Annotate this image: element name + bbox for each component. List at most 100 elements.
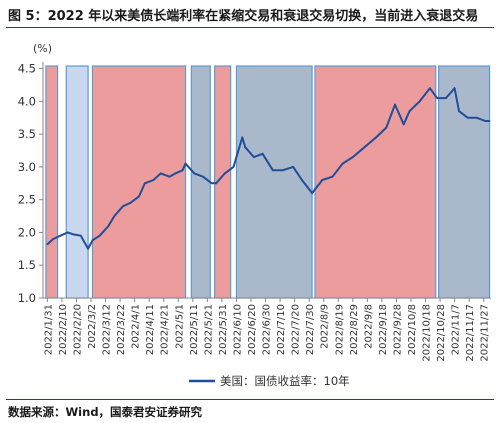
- x-tick-label: 2022/9/8: [363, 304, 374, 349]
- yield-data-point: [436, 97, 439, 99]
- x-tick-label: 2022/3/2: [87, 304, 98, 349]
- data-source: 数据来源：Wind，国泰君安证券研究: [8, 405, 203, 419]
- yield-data-point: [253, 156, 255, 158]
- yield-data-point: [418, 100, 421, 103]
- chart-legend: 美国：国债收益率：10年: [189, 374, 350, 388]
- yield-data-point: [301, 179, 303, 181]
- yield-data-point: [223, 172, 226, 175]
- yield-data-point: [232, 165, 235, 168]
- recession-regime-band: [438, 65, 491, 299]
- figure-title: 图 5：2022 年以来美债长端利率在紧缩交易和衰退交易切换，当前进入衰退交易: [8, 9, 479, 24]
- yield-data-point: [484, 120, 487, 122]
- yield-data-point: [363, 146, 366, 149]
- yield-data-point: [181, 169, 184, 172]
- y-tick-label: 4.0: [18, 94, 36, 108]
- yield-data-point: [202, 175, 204, 178]
- yield-data-point: [184, 162, 187, 165]
- source-rule: [6, 399, 494, 400]
- x-tick-label: 2022/9/28: [392, 304, 403, 355]
- x-tick-label: 2022/5/1: [174, 304, 185, 349]
- yield-data-point: [98, 234, 101, 237]
- x-tick-label: 2022/11/27: [480, 304, 491, 362]
- x-tick-label: 2022/8/29: [349, 304, 360, 355]
- yield-data-point: [244, 146, 247, 149]
- x-tick-label: 2022/6/10: [232, 304, 243, 355]
- yield-data-point: [193, 172, 196, 175]
- recession-regime-band: [190, 65, 211, 299]
- x-tick-label: 2022/7/20: [291, 304, 302, 355]
- yield-data-point: [466, 116, 469, 119]
- y-tick-label: 2.5: [18, 193, 36, 207]
- yield-data-point: [215, 182, 217, 185]
- x-tick-label: 2022/7/30: [305, 304, 316, 355]
- yield-data-point: [453, 87, 456, 90]
- yield-data-point: [210, 182, 213, 185]
- x-tick-label: 2022/10/18: [422, 304, 433, 362]
- yield-data-point: [458, 110, 460, 113]
- x-tick-label: 2022/1/31: [43, 304, 54, 355]
- recession-regime-band: [235, 65, 313, 299]
- yield-data-point: [91, 239, 94, 242]
- yield-data-point: [52, 238, 55, 240]
- yield-data-point: [282, 169, 284, 172]
- x-tick-label: 2022/8/9: [320, 304, 331, 349]
- tightening-regime-band: [91, 65, 187, 299]
- yield-data-point: [168, 175, 171, 178]
- yield-data-point: [311, 192, 313, 195]
- yield-data-point: [87, 247, 89, 250]
- x-tick-label: 2022/7/10: [276, 304, 287, 355]
- x-tick-label: 2022/3/12: [102, 304, 113, 355]
- yield-data-point: [385, 126, 388, 129]
- yield-data-point: [122, 205, 124, 208]
- yield-data-point: [241, 136, 244, 139]
- y-tick-label: 3.0: [18, 160, 36, 174]
- yield-data-point: [394, 103, 396, 106]
- y-tick-label: 4.5: [18, 62, 36, 76]
- yield-data-point: [113, 215, 116, 217]
- x-tick-label: 2022/3/22: [116, 304, 127, 355]
- yield-data-point: [107, 224, 110, 227]
- yield-data-point: [59, 234, 62, 237]
- x-tick-label: 2022/6/20: [247, 304, 258, 355]
- yield-data-point: [72, 233, 75, 236]
- chart-axes: [39, 62, 491, 302]
- title-rule: [6, 27, 494, 28]
- x-tick-label: 2022/4/11: [145, 304, 156, 355]
- yield-data-point: [138, 195, 140, 198]
- x-tick-label: 2022/8/19: [334, 304, 345, 355]
- yield-data-point: [402, 123, 405, 126]
- yield-data-point: [174, 172, 177, 175]
- tightening-regime-band: [45, 65, 59, 299]
- yield-data-point: [341, 162, 344, 165]
- yield-data-point: [46, 243, 49, 246]
- yield-data-point: [271, 169, 274, 172]
- y-axis-unit: (%): [33, 42, 52, 55]
- tightening-regime-band: [314, 65, 437, 299]
- x-tick-label: 2022/2/10: [58, 304, 69, 355]
- yield-data-point: [159, 172, 162, 175]
- series-layer: [46, 87, 491, 250]
- yield-data-point: [129, 202, 132, 204]
- legend-label: 美国：国债收益率：10年: [220, 374, 350, 388]
- x-tick-label: 2022/5/31: [218, 304, 229, 355]
- yield-data-point: [445, 97, 447, 99]
- yield-data-point: [143, 182, 146, 185]
- y-tick-label: 2.0: [18, 225, 36, 239]
- yield-data-point: [375, 136, 377, 139]
- yield-data-point: [261, 152, 264, 155]
- x-tick-label: 2022/10/28: [436, 304, 447, 362]
- x-tick-label: 2022/4/1: [131, 304, 142, 349]
- yield-data-point: [351, 156, 354, 158]
- yield-data-point: [331, 175, 334, 178]
- yield-data-point: [292, 165, 295, 168]
- yield-data-point: [66, 231, 69, 234]
- x-tick-label: 2022/5/21: [203, 304, 214, 355]
- yield-data-point: [475, 116, 478, 119]
- yield-data-point: [429, 87, 431, 90]
- x-tick-label: 2022/11/17: [465, 304, 476, 362]
- yield-data-point: [321, 179, 324, 181]
- y-tick-label: 1.0: [18, 291, 36, 305]
- axis-labels: 1.0 1.5 2.0 2.5 3.0 3.5 4.0 4.5 (%) 2022/1/31 2022…: [18, 42, 491, 362]
- x-tick-label: 2022/10/8: [407, 304, 418, 355]
